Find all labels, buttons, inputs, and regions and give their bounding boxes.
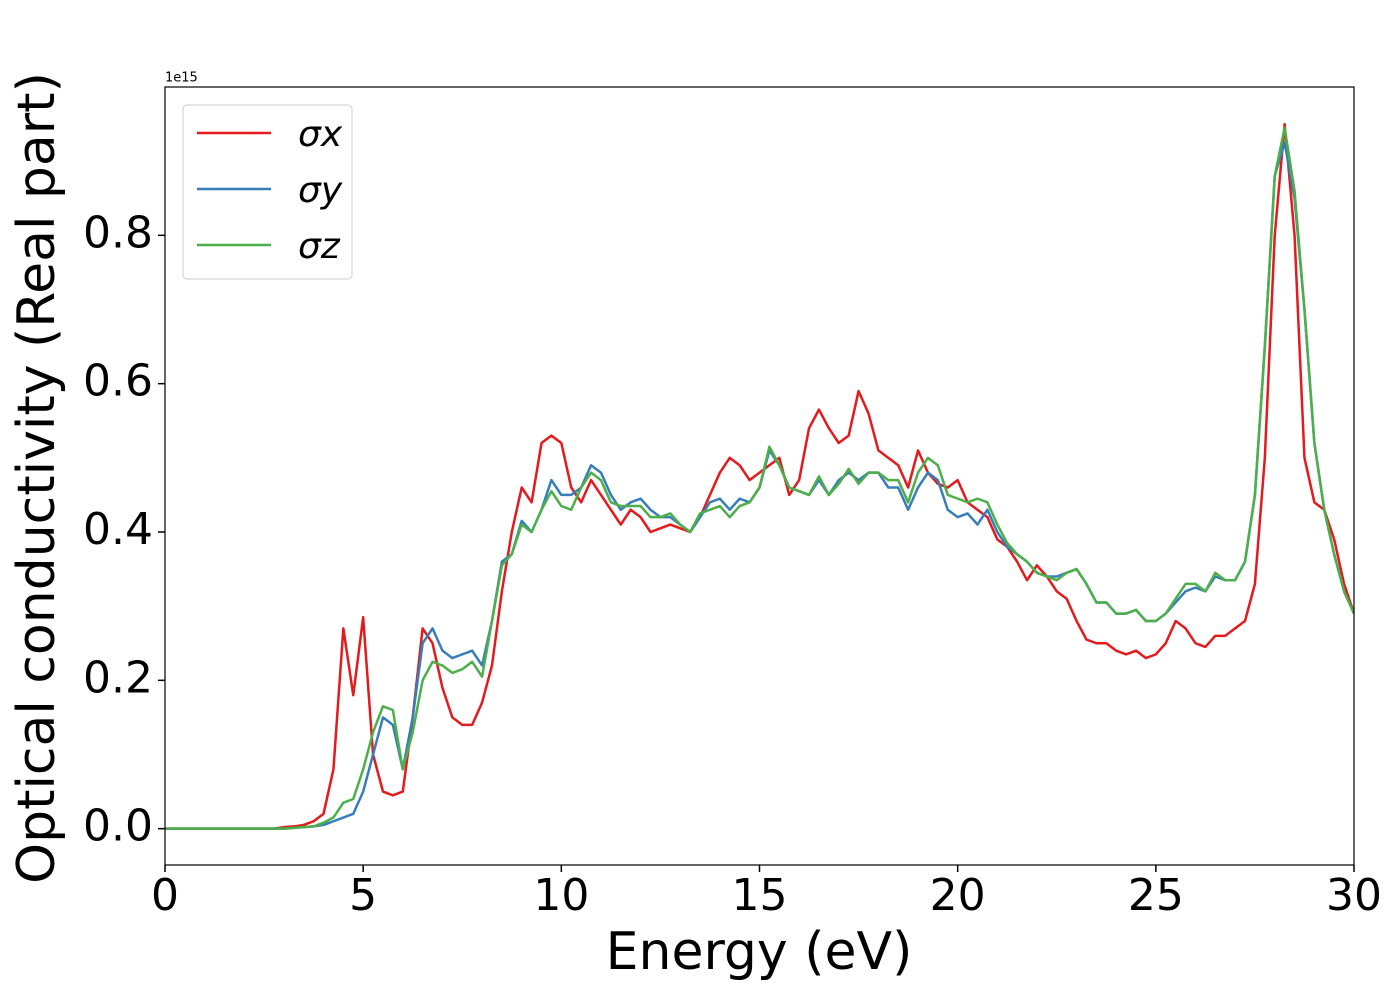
y-tick-label: 0.2 — [83, 652, 153, 703]
legend-box — [182, 104, 353, 280]
x-tick-label: 25 — [1128, 870, 1184, 921]
plot-frame — [164, 86, 1355, 866]
legend-label: σx — [298, 114, 343, 155]
y-tick-label: 0.8 — [83, 207, 153, 258]
y-tick-label: 0.0 — [83, 801, 153, 852]
x-tick-label: 10 — [533, 870, 589, 921]
x-axis-label: Energy (eV) — [606, 922, 913, 982]
legend-label: σy — [298, 170, 343, 211]
x-tick-label: 0 — [151, 870, 179, 921]
series-line — [165, 122, 1354, 830]
x-tick-label: 15 — [732, 870, 788, 921]
y-offset-label: 1e15 — [165, 71, 198, 86]
series-line — [165, 126, 1354, 830]
x-tick-label: 5 — [349, 870, 377, 921]
y-axis-label: Optical conductivity (Real part) — [7, 72, 67, 884]
y-tick-label: 0.6 — [83, 356, 153, 407]
legend-label: σz — [298, 226, 341, 267]
x-tick-label: 30 — [1326, 870, 1382, 921]
x-tick-label: 20 — [930, 870, 986, 921]
y-tick-label: 0.4 — [83, 504, 153, 555]
